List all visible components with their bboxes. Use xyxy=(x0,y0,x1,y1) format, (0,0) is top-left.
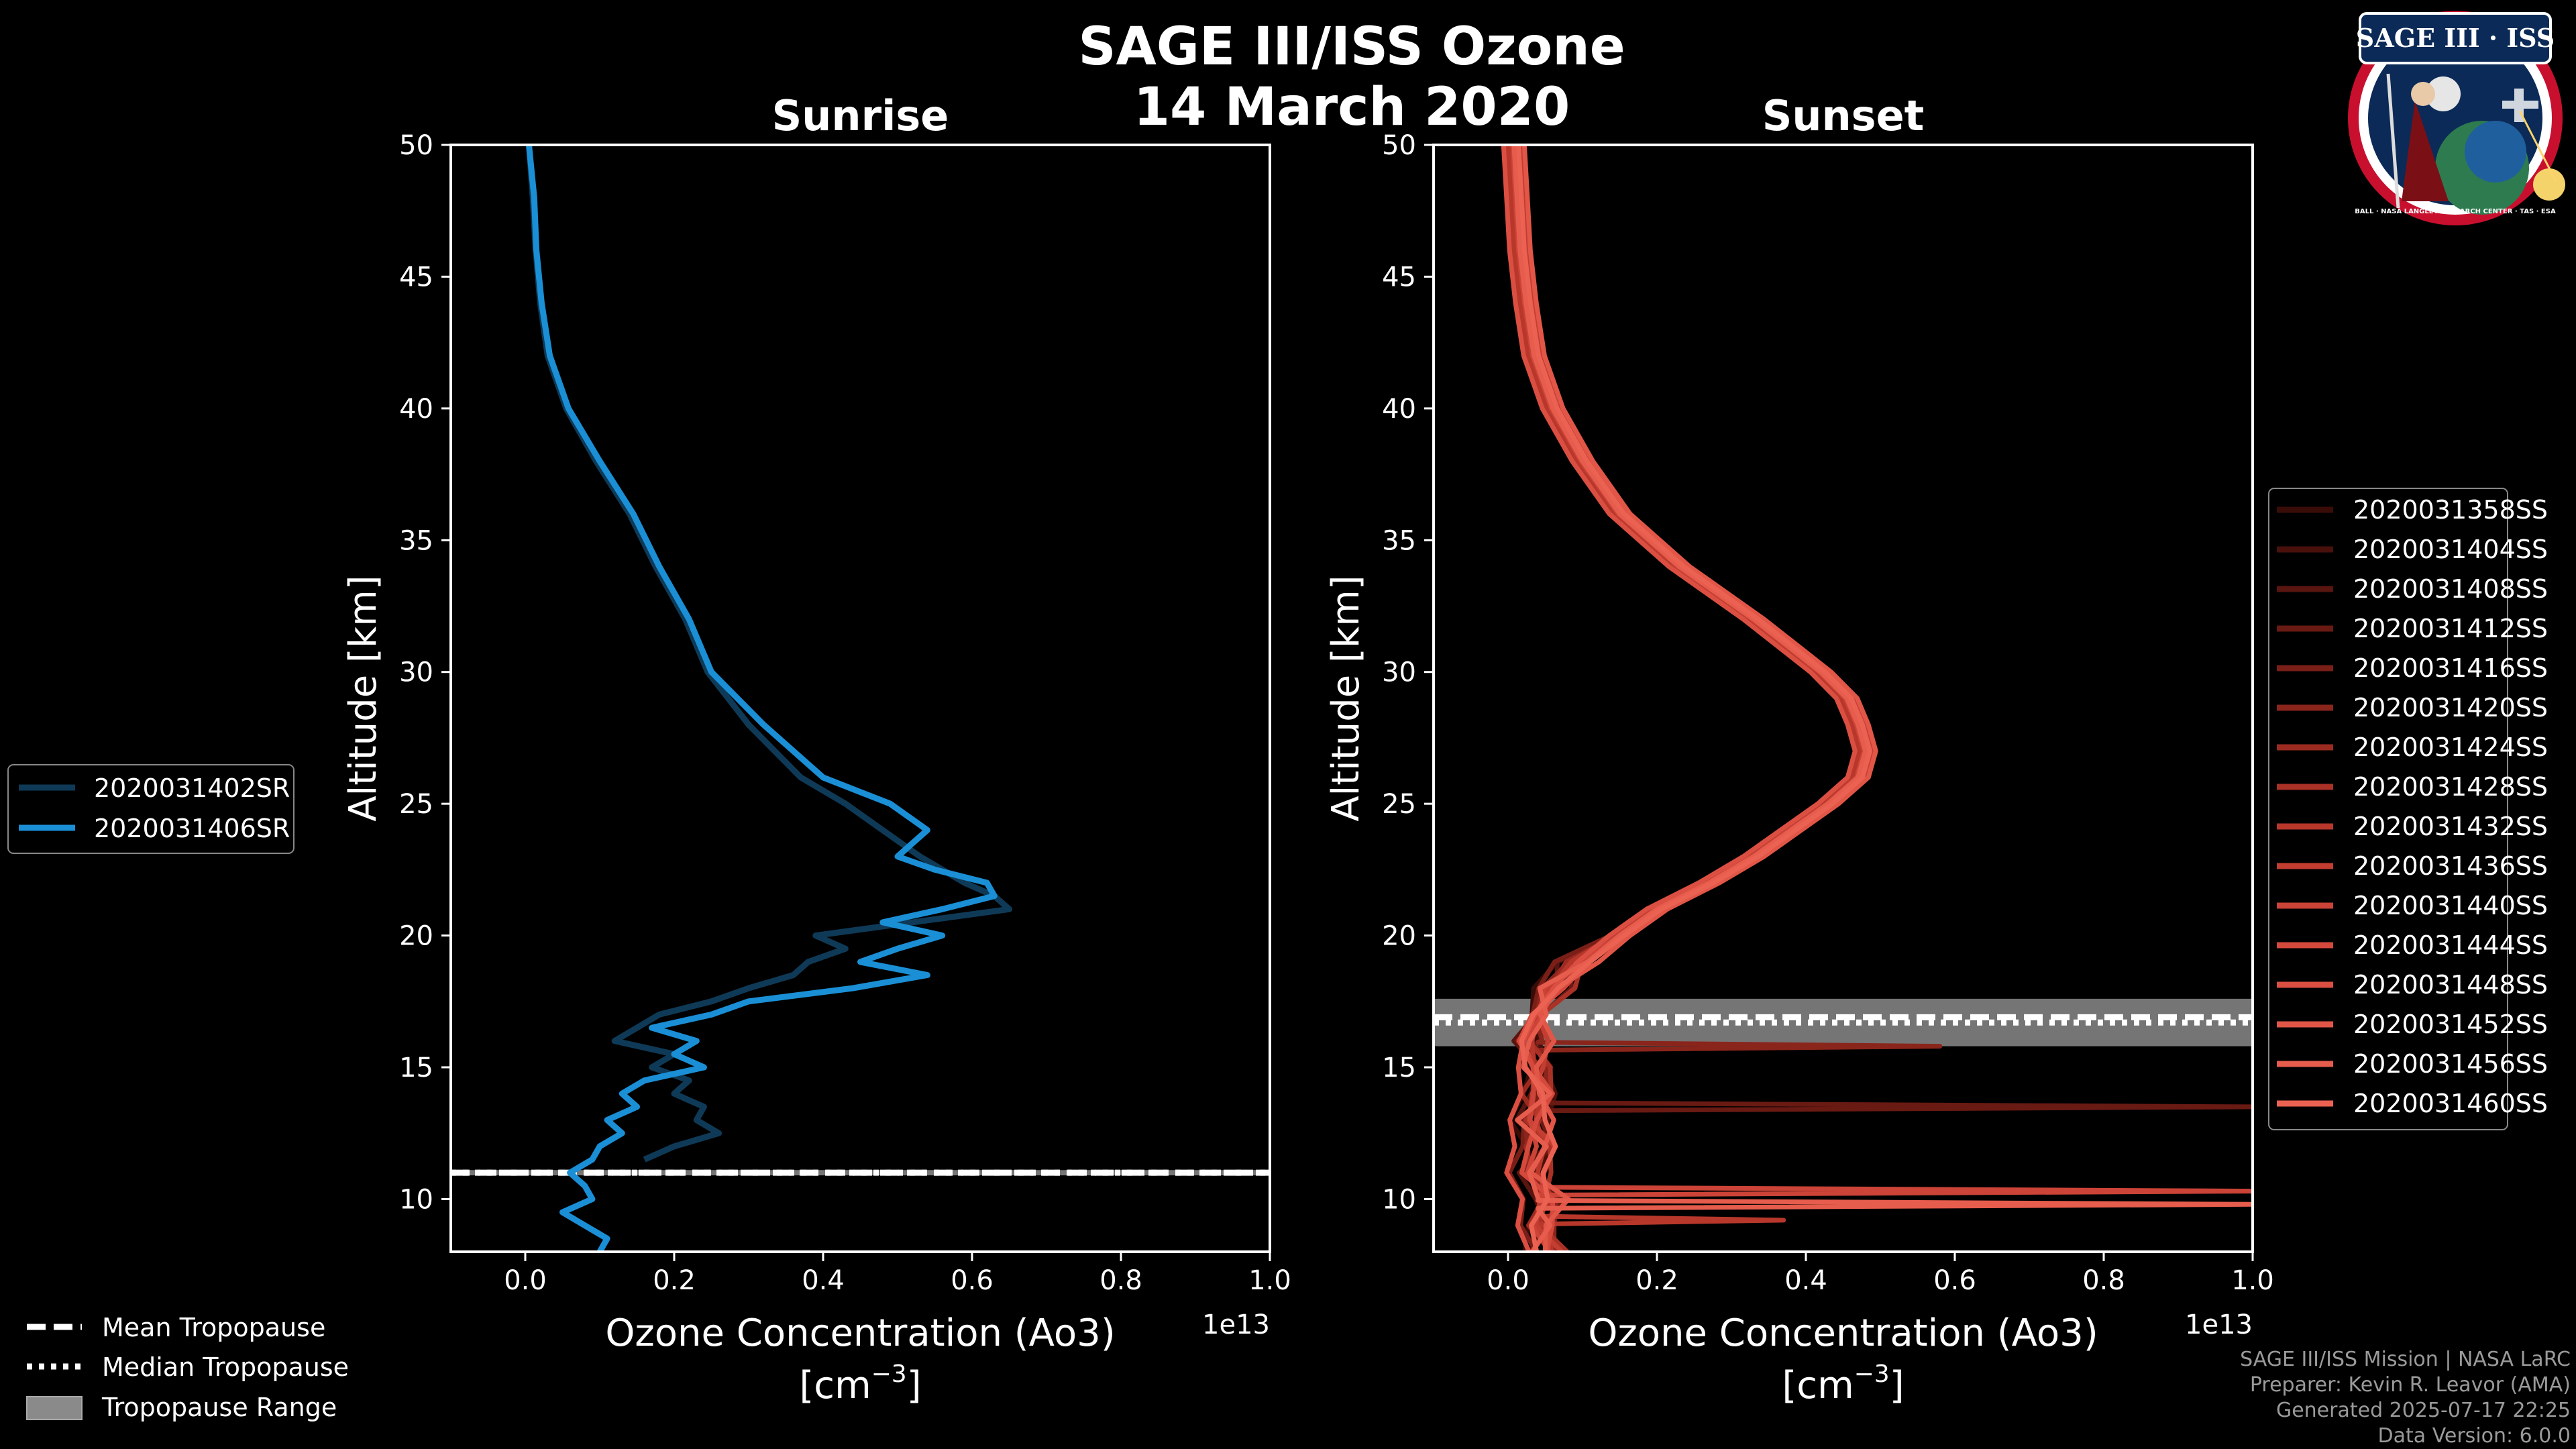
sunset-ytick-label: 25 xyxy=(1382,789,1416,820)
sunset-ylabel: Altitude [km] xyxy=(1324,575,1368,821)
sunrise-ytick-label: 45 xyxy=(399,262,433,292)
sunrise-panel: Sunrise 0.0 0.2 0.4 0.6 0.8 1.0 10 15 20 25 30 35 40 4… xyxy=(341,91,1291,1407)
series-line-2020031460SS xyxy=(1516,145,1872,1252)
sunrise-ytick-label: 40 xyxy=(399,394,433,425)
sunset-ytick-label: 10 xyxy=(1382,1184,1416,1215)
sunset-xtick-label: 1.0 xyxy=(2231,1265,2274,1296)
sunset-panel: Sunset 0.0 0.2 0.4 0.6 0.8 1.0 10 15 20 25 30 35 40 45… xyxy=(1324,91,2274,1407)
sunrise-legend: 2020031402SR 2020031406SR xyxy=(7,764,294,854)
sunrise-ytick-label: 35 xyxy=(399,525,433,556)
logo-ring-text: BALL · NASA LANGLEY RESEARCH CENTER · TA… xyxy=(2355,208,2556,215)
sunset-xtick-label: 0.0 xyxy=(1487,1265,1529,1296)
sunset-ytick-label: 50 xyxy=(1382,130,1416,161)
legend-label-2020031432SS: 2020031432SS xyxy=(2353,812,2548,841)
figure-title-line2: 14 March 2020 xyxy=(1134,77,1570,138)
sunrise-xtick-label: 0.6 xyxy=(951,1265,994,1296)
sunset-ytick-label: 15 xyxy=(1382,1053,1416,1083)
series-line-2020031452SS xyxy=(1521,145,1878,1252)
series-line-2020031406SR xyxy=(526,145,998,1252)
sunrise-xtick-label: 0.8 xyxy=(1099,1265,1142,1296)
sunset-legend: 2020031358SS 2020031404SS 2020031408SS 2020… xyxy=(2268,488,2548,1130)
sunrise-ytick-label: 50 xyxy=(399,130,433,161)
logo-text: SAGE III · ISS xyxy=(2356,23,2555,53)
sunrise-ytick-label: 15 xyxy=(399,1053,433,1083)
sunset-ytick-label: 45 xyxy=(1382,262,1416,292)
legend-label-2020031420SS: 2020031420SS xyxy=(2353,693,2548,722)
sage-mission-logo: SAGE III · ISS BALL · NASA LANGLEY RESEA… xyxy=(2348,11,2565,225)
sunset-ytick-label: 35 xyxy=(1382,525,1416,556)
credit-mission: SAGE III/ISS Mission | NASA LaRC xyxy=(2240,1348,2571,1371)
legend-label-2020031412SS: 2020031412SS xyxy=(2353,614,2548,643)
credit-data-version: Data Version: 6.0.0 xyxy=(2378,1424,2571,1448)
sunrise-axes-frame xyxy=(449,144,1271,1253)
sunset-ytick-label: 30 xyxy=(1382,657,1416,688)
sunrise-xtick-label: 1.0 xyxy=(1248,1265,1291,1296)
sunset-x-offset-label: 1e13 xyxy=(2185,1309,2253,1340)
sunset-ytick-label: 40 xyxy=(1382,394,1416,425)
sunset-ytick-label: 20 xyxy=(1382,921,1416,952)
legend-label-2020031456SS: 2020031456SS xyxy=(2353,1049,2548,1079)
sunrise-title: Sunrise xyxy=(772,91,949,140)
sunrise-ylabel: Altitude [km] xyxy=(341,575,385,821)
series-line-2020031448SS xyxy=(1501,145,1858,1252)
legend-label-2020031428SS: 2020031428SS xyxy=(2353,772,2548,802)
sunrise-xlabel-units: [cm−3] xyxy=(799,1360,921,1407)
credit-generated: Generated 2025-07-17 22:25 xyxy=(2276,1399,2571,1422)
tropopause-range-label: Tropopause Range xyxy=(101,1393,337,1422)
legend-label-2020031358SS: 2020031358SS xyxy=(2353,495,2548,525)
sunrise-xlabel: Ozone Concentration (Ao3) xyxy=(605,1311,1115,1355)
sunset-axes-frame xyxy=(1432,144,2254,1253)
sunrise-ytick-label: 10 xyxy=(399,1184,433,1215)
legend-label-2020031444SS: 2020031444SS xyxy=(2353,930,2548,960)
sunset-xtick-label: 0.4 xyxy=(1784,1265,1827,1296)
tropopause-legend: Mean Tropopause Median Tropopause Tropop… xyxy=(26,1313,349,1422)
median-tropopause-label: Median Tropopause xyxy=(102,1352,349,1382)
legend-label-2020031436SS: 2020031436SS xyxy=(2353,851,2548,881)
legend-label-2020031460SS: 2020031460SS xyxy=(2353,1089,2548,1118)
legend-label-2020031404SS: 2020031404SS xyxy=(2353,535,2548,564)
sunrise-xtick-label: 0.2 xyxy=(653,1265,696,1296)
series-line-2020031402SR xyxy=(526,145,1012,1163)
legend-label-2020031416SS: 2020031416SS xyxy=(2353,653,2548,683)
legend-label-2020031452SS: 2020031452SS xyxy=(2353,1010,2548,1039)
legend-label-2020031406SR: 2020031406SR xyxy=(94,814,290,843)
sunset-title: Sunset xyxy=(1762,91,1925,140)
credit-preparer: Preparer: Kevin R. Leavor (AMA) xyxy=(2250,1373,2571,1397)
sunrise-xtick-label: 0.0 xyxy=(504,1265,547,1296)
sunset-xlabel-units: [cm−3] xyxy=(1782,1360,1904,1407)
figure-title-line1: SAGE III/ISS Ozone xyxy=(1078,17,1625,77)
legend-label-2020031402SR: 2020031402SR xyxy=(94,773,290,803)
tropopause-range-swatch xyxy=(26,1396,83,1420)
legend-label-2020031408SS: 2020031408SS xyxy=(2353,574,2548,604)
legend-label-2020031440SS: 2020031440SS xyxy=(2353,891,2548,920)
sunset-xlabel: Ozone Concentration (Ao3) xyxy=(1588,1311,2098,1355)
legend-label-2020031424SS: 2020031424SS xyxy=(2353,733,2548,762)
sunrise-ytick-label: 25 xyxy=(399,789,433,820)
sunrise-ytick-label: 20 xyxy=(399,921,433,952)
sunset-xtick-label: 0.6 xyxy=(1933,1265,1976,1296)
sunset-xtick-label: 0.8 xyxy=(2082,1265,2125,1296)
sunrise-xtick-label: 0.4 xyxy=(802,1265,845,1296)
sunrise-ytick-label: 30 xyxy=(399,657,433,688)
mean-tropopause-label: Mean Tropopause xyxy=(102,1313,325,1342)
sunrise-x-offset-label: 1e13 xyxy=(1202,1309,1270,1340)
sunset-xtick-label: 0.2 xyxy=(1635,1265,1678,1296)
legend-label-2020031448SS: 2020031448SS xyxy=(2353,970,2548,1000)
